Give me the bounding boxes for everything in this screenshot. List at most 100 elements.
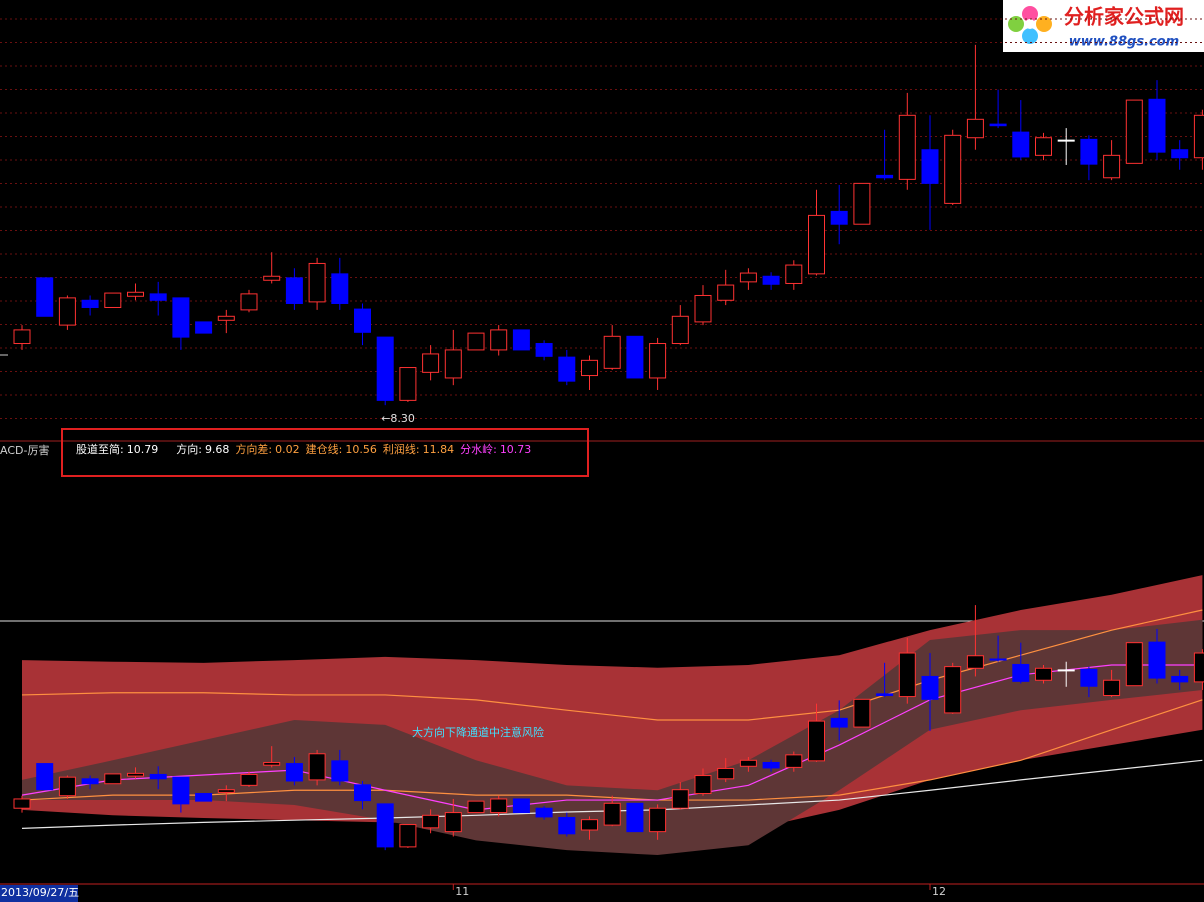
candle-body	[1012, 663, 1030, 682]
candle-body	[263, 761, 281, 766]
candle-body	[830, 210, 848, 225]
legend-value: 10.79	[127, 443, 159, 456]
candle-body	[467, 332, 485, 351]
candle-body	[558, 816, 576, 835]
candle-body	[444, 349, 462, 379]
petal	[1025, 19, 1035, 29]
candle-body	[649, 343, 667, 379]
candle-body	[13, 798, 31, 809]
candle-body	[217, 789, 235, 793]
candle-body	[717, 767, 735, 780]
legend-value: 10.73	[500, 443, 532, 456]
candle-body	[58, 297, 76, 326]
candle-body	[603, 335, 621, 369]
x-tick-label: 11	[455, 885, 469, 898]
legend-label: 股道至简:	[76, 442, 124, 456]
candle-body	[785, 754, 803, 768]
candle-body	[808, 720, 825, 762]
candle-body	[399, 824, 417, 848]
candle-body	[626, 335, 644, 379]
candle-body	[422, 353, 440, 373]
candle-body	[739, 759, 757, 767]
x-tick-label: 12	[932, 885, 946, 898]
candle-body	[558, 356, 576, 382]
candle-body	[898, 652, 916, 698]
candle-body	[989, 658, 1007, 661]
candle-body	[263, 275, 281, 281]
candle-body	[308, 262, 326, 303]
logo-url: www.88gs.com	[1069, 35, 1179, 50]
legend-box	[61, 428, 589, 477]
candle-body	[921, 149, 939, 184]
candle-body	[603, 802, 621, 826]
candle-body	[989, 123, 1007, 127]
candle-body	[36, 277, 54, 317]
candle-body	[1148, 641, 1166, 679]
candle-body	[1057, 669, 1075, 672]
candle-body	[830, 717, 848, 728]
legend-value: 9.68	[205, 443, 230, 456]
candle-body	[36, 763, 54, 791]
candle-body	[1012, 131, 1030, 158]
petal	[1022, 6, 1038, 22]
candle-body	[535, 343, 553, 357]
candle-body	[853, 182, 871, 225]
candle-body	[1193, 114, 1204, 159]
candle-body	[399, 367, 417, 401]
logo-title: 分析家公式网	[1064, 5, 1184, 29]
candle-body	[127, 291, 144, 297]
candle-body	[762, 761, 780, 769]
candle-body	[1125, 642, 1143, 687]
candle-body	[490, 798, 508, 814]
low-marker: ←8.30	[381, 412, 415, 425]
candle-body	[535, 807, 553, 818]
candle-body	[876, 693, 894, 696]
candle-body	[240, 773, 258, 786]
candle-body	[717, 284, 735, 301]
candle-body	[354, 308, 371, 333]
candle-body	[58, 776, 76, 797]
candle-body	[512, 798, 530, 814]
legend-label: 建仓线:	[306, 442, 343, 456]
candle-body	[1035, 667, 1052, 681]
candle-body	[104, 292, 122, 308]
legend-label: 利润线:	[383, 442, 420, 456]
legend-value: 0.02	[275, 443, 300, 456]
candle-body	[876, 174, 894, 179]
legend-value: 10.56	[345, 443, 377, 456]
candle-body	[422, 814, 440, 829]
candle-body	[944, 666, 962, 714]
candle-body	[1057, 139, 1075, 142]
indicator-name: ACD-厉害	[0, 443, 49, 457]
candle-body	[1148, 98, 1166, 153]
petal	[1036, 16, 1052, 32]
candle-body	[671, 789, 689, 809]
legend-label: 方向:	[176, 442, 202, 456]
candle-body	[81, 778, 99, 785]
candle-body	[1125, 99, 1143, 164]
candle-body	[1080, 138, 1098, 165]
candle-body	[149, 773, 167, 780]
candle-body	[172, 776, 190, 805]
candle-body	[490, 329, 508, 351]
candle-body	[944, 134, 962, 204]
candle-body	[1035, 137, 1052, 156]
candle-body	[966, 655, 984, 669]
candle-body	[127, 772, 144, 777]
candle-body	[104, 773, 122, 785]
candle-body	[808, 214, 825, 275]
candle-body	[671, 315, 689, 345]
candle-body	[853, 698, 871, 728]
petal	[1008, 16, 1024, 32]
candle-body	[376, 336, 394, 401]
legend-label: 方向差:	[235, 442, 272, 456]
legend-label: 分水岭:	[460, 442, 497, 456]
candle-body	[308, 753, 326, 781]
candle-body	[1080, 668, 1098, 687]
petal	[1022, 28, 1038, 44]
annotation: 大方向下降通道中注意风险	[412, 725, 544, 739]
candle-body	[1103, 154, 1121, 179]
candle-body	[195, 793, 213, 802]
candle-body	[762, 275, 780, 285]
